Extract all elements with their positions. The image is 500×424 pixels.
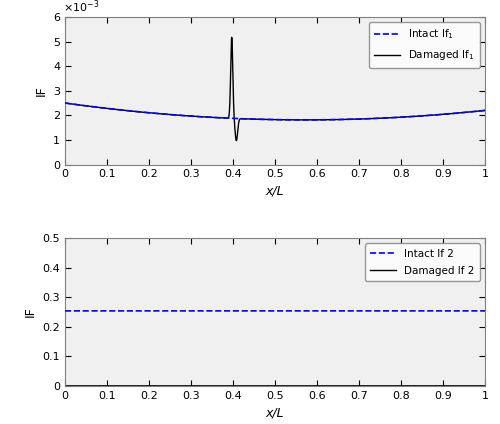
Damaged If$_1$ bbox=[223, 115, 229, 120]
Intact If 2 bbox=[474, 308, 480, 313]
Intact If$_1$ bbox=[474, 109, 480, 114]
Intact If 2 bbox=[62, 308, 68, 313]
Damaged If$_1$ bbox=[429, 113, 435, 118]
Intact If$_1$ bbox=[428, 113, 434, 118]
Line: Damaged If$_1$: Damaged If$_1$ bbox=[65, 37, 485, 141]
Damaged If 2 bbox=[110, 383, 116, 388]
Y-axis label: IF: IF bbox=[24, 307, 37, 318]
Y-axis label: IF: IF bbox=[34, 85, 48, 96]
Intact If 2 bbox=[223, 308, 229, 313]
Text: $\times 10^{-3}$: $\times 10^{-3}$ bbox=[63, 0, 100, 16]
Intact If$_1$ bbox=[223, 115, 229, 120]
Damaged If$_1$ bbox=[62, 100, 68, 106]
Damaged If$_1$ bbox=[110, 106, 116, 112]
Damaged If 2 bbox=[242, 383, 248, 388]
Damaged If 2 bbox=[62, 383, 68, 388]
Damaged If$_1$ bbox=[242, 116, 248, 121]
Intact If 2 bbox=[428, 308, 434, 313]
Intact If$_1$ bbox=[62, 100, 68, 106]
X-axis label: x/L: x/L bbox=[266, 185, 284, 198]
Line: Intact If$_1$: Intact If$_1$ bbox=[65, 103, 485, 120]
Intact If$_1$ bbox=[302, 117, 308, 123]
Damaged If 2 bbox=[428, 383, 434, 388]
Intact If 2 bbox=[135, 308, 141, 313]
Intact If$_1$ bbox=[482, 108, 488, 113]
Damaged If 2 bbox=[223, 383, 229, 388]
Intact If$_1$ bbox=[110, 106, 116, 112]
Damaged If$_1$ bbox=[474, 109, 480, 114]
Intact If$_1$ bbox=[135, 109, 141, 114]
Intact If$_1$ bbox=[242, 116, 248, 121]
Legend: Intact If$_1$, Damaged If$_1$: Intact If$_1$, Damaged If$_1$ bbox=[368, 22, 480, 68]
Intact If 2 bbox=[482, 308, 488, 313]
X-axis label: x/L: x/L bbox=[266, 406, 284, 419]
Intact If 2 bbox=[110, 308, 116, 313]
Damaged If$_1$ bbox=[229, 35, 235, 40]
Damaged If$_1$ bbox=[482, 108, 488, 113]
Damaged If$_1$ bbox=[234, 138, 239, 143]
Damaged If 2 bbox=[135, 383, 141, 388]
Intact If 2 bbox=[242, 308, 248, 313]
Legend: Intact If 2, Damaged If 2: Intact If 2, Damaged If 2 bbox=[364, 243, 480, 281]
Damaged If 2 bbox=[474, 383, 480, 388]
Damaged If$_1$ bbox=[135, 109, 141, 114]
Damaged If 2 bbox=[482, 383, 488, 388]
